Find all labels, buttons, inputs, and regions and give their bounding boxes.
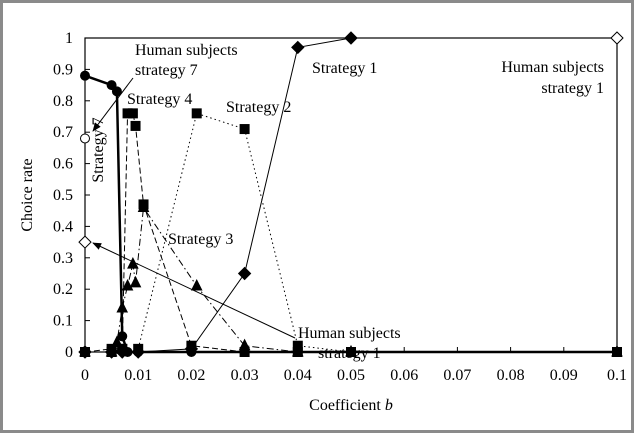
y-tick-label: 0.5	[53, 187, 73, 204]
x-axis-label-var: b	[385, 397, 393, 414]
y-tick-label: 0.4	[53, 218, 73, 235]
y-tick-label: 0.7	[53, 124, 73, 141]
data-point	[138, 199, 149, 210]
data-point	[111, 86, 122, 97]
data-point	[239, 124, 250, 135]
data-point	[612, 347, 622, 357]
data-point	[191, 108, 202, 119]
annotation: Human subjects	[298, 325, 401, 342]
series-label: Strategy 3	[168, 231, 233, 248]
annotation: strategy 7	[135, 62, 198, 79]
y-tick-label: 0.2	[53, 281, 73, 298]
data-point	[80, 70, 90, 81]
data-point	[186, 347, 197, 357]
x-axis-label: Coefficient b	[309, 397, 393, 414]
data-point	[237, 266, 252, 281]
series-label: Strategy 4	[127, 91, 192, 108]
x-tick-label: 0.01	[124, 367, 152, 384]
x-tick-label: 0.04	[284, 367, 312, 384]
data-point	[80, 347, 90, 357]
x-tick-label: 0.03	[231, 367, 259, 384]
human-point	[80, 133, 90, 144]
data-point	[292, 347, 303, 357]
series-label: Strategy 1	[312, 60, 377, 77]
x-tick-label: 0.05	[337, 367, 365, 384]
data-point	[106, 343, 117, 354]
annotation-arrow	[92, 77, 134, 132]
human-point	[78, 235, 92, 249]
y-tick-label: 0.3	[53, 250, 73, 267]
annotation: Human subjects	[135, 42, 238, 59]
y-tick-label: 0.8	[53, 93, 73, 110]
data-point	[122, 347, 133, 357]
y-tick-label: 0	[65, 344, 73, 361]
data-point	[130, 120, 141, 131]
y-axis-label: Choice rate	[19, 158, 36, 231]
data-point	[121, 278, 134, 291]
x-tick-label: 0.07	[443, 367, 471, 384]
data-point	[127, 108, 138, 119]
x-tick-label: 0.09	[550, 367, 578, 384]
data-point	[117, 331, 128, 342]
x-tick-label: 0.1	[607, 367, 627, 384]
y-tick-label: 0.6	[53, 156, 73, 173]
series-label: Strategy 2	[226, 99, 291, 116]
human-point	[610, 31, 624, 45]
y-tick-label: 0.1	[53, 313, 73, 330]
x-axis-label-text: Coefficient	[309, 397, 381, 414]
data-point	[346, 347, 356, 357]
x-tick-label: 0.08	[497, 367, 525, 384]
series-label: Strategy 7	[90, 117, 107, 182]
x-tick-label: 0.02	[177, 367, 205, 384]
annotation: Human subjects	[501, 59, 604, 76]
data-point	[127, 256, 139, 269]
data-point	[239, 347, 250, 357]
x-tick-label: 0.06	[390, 367, 418, 384]
data-point	[344, 31, 358, 45]
data-point	[190, 278, 203, 291]
data-point	[106, 80, 117, 91]
data-point	[129, 275, 142, 288]
data-point	[291, 40, 305, 55]
annotation: strategy 1	[541, 80, 604, 97]
y-tick-label: 1	[65, 30, 73, 47]
y-tick-label: 0.9	[53, 61, 73, 78]
data-point	[133, 347, 144, 357]
x-tick-label: 0	[81, 367, 89, 384]
